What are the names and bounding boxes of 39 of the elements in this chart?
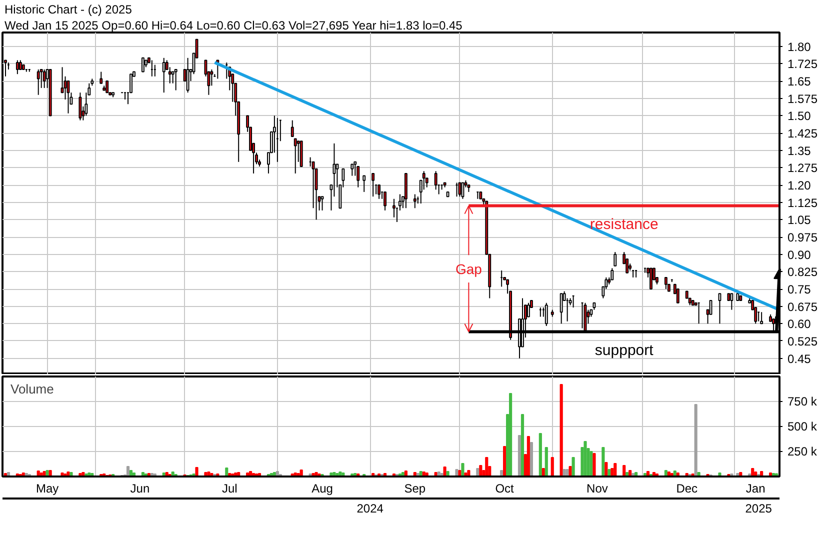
x-tick-label: Dec bbox=[676, 482, 698, 496]
y-tick-label: 1.65 bbox=[788, 74, 812, 89]
y-tick-label: 0.525 bbox=[788, 334, 818, 348]
x-tick-label: Nov bbox=[586, 482, 608, 496]
x-tick-label: Oct bbox=[495, 482, 515, 496]
x-tick-label: Jun bbox=[130, 482, 150, 496]
y-tick-label: 0.825 bbox=[788, 265, 818, 280]
x-tick-label: May bbox=[36, 482, 59, 496]
y-tick-label: 0.75 bbox=[788, 282, 812, 296]
y-tick-label: 1.575 bbox=[788, 92, 818, 106]
y-tick-label: 1.425 bbox=[788, 126, 818, 141]
y-tick-label: 1.275 bbox=[788, 161, 818, 176]
y-tick-label: 0.675 bbox=[788, 300, 818, 314]
chart-subtitle: Wed Jan 15 2025 Op=0.60 Hi=0.64 Lo=0.60 Cl=0.63 Vol=27,695 Year hi=1.83 lo=0.45 bbox=[4, 18, 463, 32]
y-tick-label: 1.725 bbox=[788, 57, 818, 72]
ref-line-label: resistance bbox=[590, 216, 658, 233]
y-tick-label: 0.60 bbox=[788, 317, 812, 332]
y-tick-label: 1.50 bbox=[788, 109, 812, 124]
y-tick-label: 750 k bbox=[788, 394, 818, 408]
text: 2024 bbox=[356, 502, 384, 516]
x-tick-label: Jul bbox=[222, 482, 238, 496]
y-tick-label: 1.35 bbox=[788, 144, 812, 158]
x-tick-label: Jan bbox=[746, 482, 766, 496]
y-tick-label: 1.20 bbox=[788, 178, 812, 193]
x-tick-label: Aug bbox=[312, 482, 333, 496]
y-tick-label: 500 k bbox=[788, 420, 818, 434]
chart-title: Volume bbox=[10, 382, 54, 396]
chart-title: Historic Chart - (c) 2025 bbox=[4, 2, 132, 16]
ref-line-label: suppport bbox=[594, 342, 654, 359]
annotation: Gap bbox=[455, 260, 482, 277]
y-tick-label: 0.45 bbox=[788, 352, 812, 366]
text: 2025 bbox=[745, 502, 772, 516]
y-tick-label: 250 k bbox=[788, 444, 818, 458]
y-tick-label: 1.80 bbox=[788, 40, 812, 54]
y-tick-label: 1.125 bbox=[788, 196, 818, 210]
y-tick-label: 0.975 bbox=[788, 230, 818, 245]
y-tick-label: 1.05 bbox=[788, 213, 812, 228]
x-tick-label: Sep bbox=[404, 482, 426, 496]
y-tick-label: 0.90 bbox=[788, 248, 812, 262]
